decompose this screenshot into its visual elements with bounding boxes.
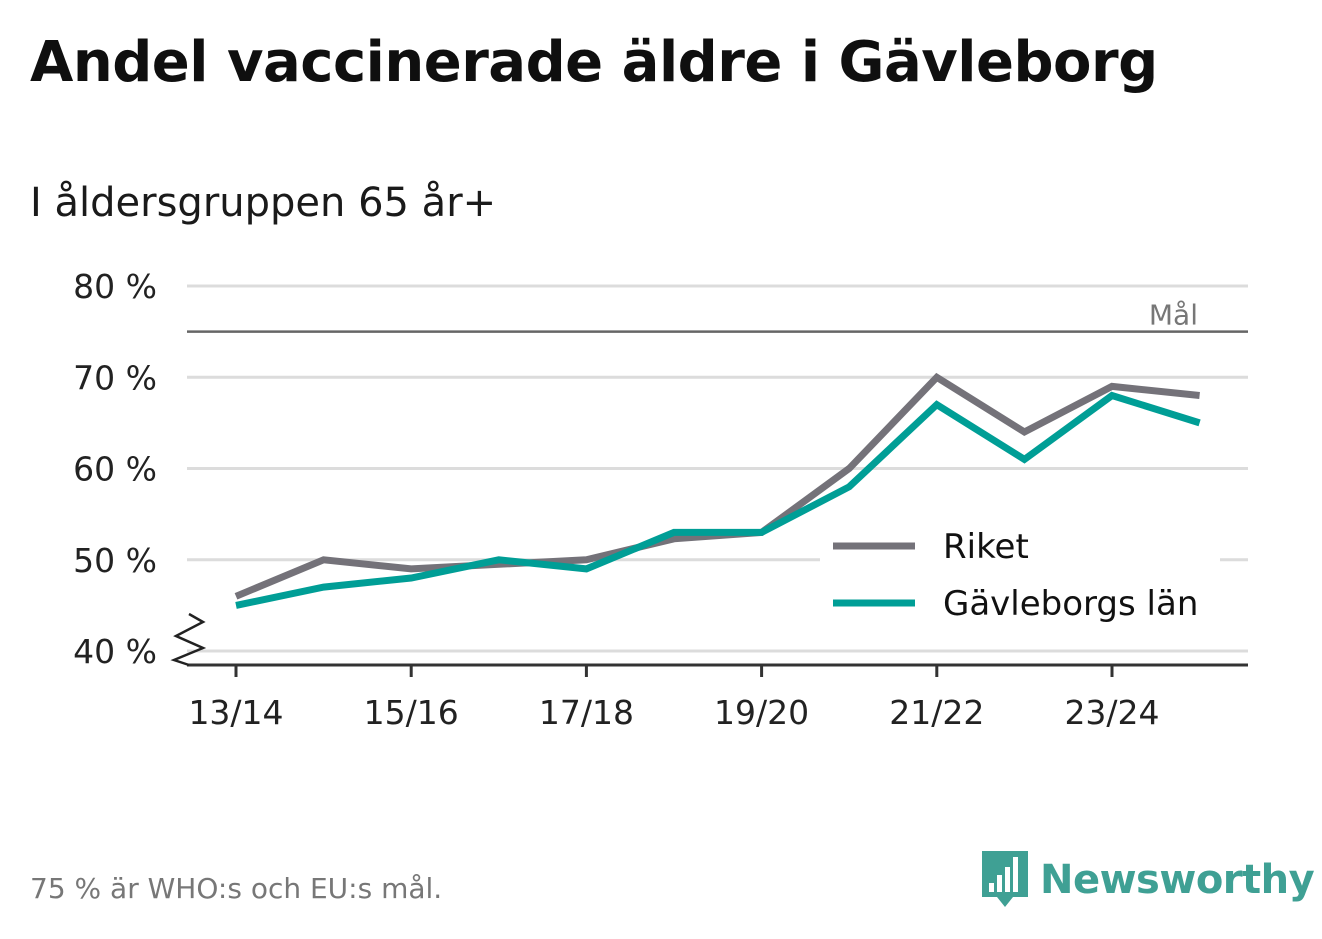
x-tick-label: 17/18	[539, 693, 634, 732]
axes	[170, 612, 1248, 667]
footnote: 75 % är WHO:s och EU:s mål.	[30, 872, 443, 905]
series-lines	[234, 372, 1201, 609]
legend-label: Riket	[943, 527, 1029, 567]
x-axis-ticks: 13/14 15/16 17/18 19/20 21/22 23/24	[188, 665, 1160, 732]
x-tick-label: 15/16	[364, 693, 459, 732]
y-axis-tick-labels: 40 % 50 % 60 % 70 % 80 %	[73, 267, 157, 671]
y-tick-label: 80 %	[73, 267, 157, 306]
chart-title: Andel vaccinerade äldre i Gävleborg	[30, 30, 1158, 95]
goal-label: Mål	[1149, 299, 1198, 332]
brand-logo: Newsworthy	[980, 848, 1315, 912]
goal-reference: Mål	[187, 299, 1248, 333]
y-tick-label: 40 %	[73, 632, 157, 671]
x-tick-label: 19/20	[714, 693, 809, 732]
y-tick-label: 50 %	[73, 541, 157, 580]
x-tick-label: 21/22	[889, 693, 984, 732]
series-line	[235, 391, 1201, 609]
axis-break-marker	[170, 612, 207, 667]
bar-chart-speech-bubble-icon	[982, 851, 1028, 907]
legend-label: Gävleborgs län	[943, 584, 1198, 624]
y-tick-label: 60 %	[73, 450, 157, 489]
x-tick-label: 13/14	[188, 693, 283, 732]
chart-subtitle: I åldersgruppen 65 år+	[30, 180, 497, 226]
legend-background	[820, 518, 1220, 638]
x-tick-label: 23/24	[1064, 693, 1159, 732]
brand-name: Newsworthy	[1040, 857, 1315, 903]
y-tick-label: 70 %	[73, 358, 157, 397]
legend: Riket Gävleborgs län	[820, 518, 1220, 638]
